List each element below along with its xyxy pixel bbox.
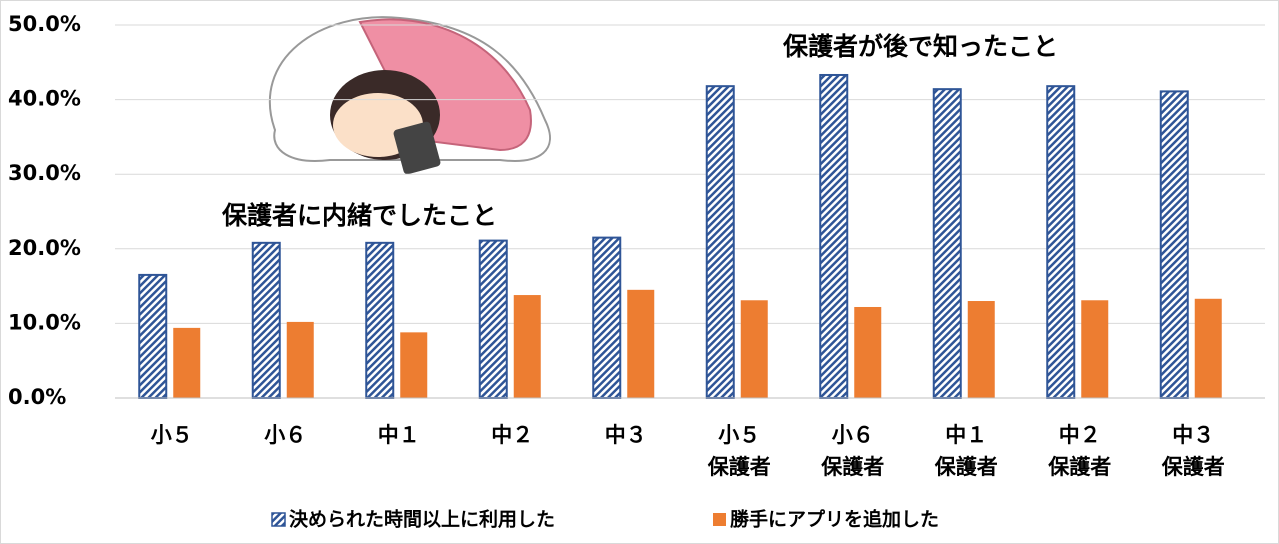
bar	[1195, 299, 1222, 398]
bar	[707, 86, 734, 398]
bar	[514, 295, 541, 398]
x-tick-label: 保護者	[1047, 455, 1111, 479]
x-tick-label: 中１	[945, 423, 987, 447]
y-tick-label: 50.0%	[8, 12, 81, 36]
bar	[741, 300, 768, 398]
bar	[854, 307, 881, 398]
x-tick-label: 保護者	[934, 455, 998, 479]
y-tick-label: 20.0%	[8, 236, 81, 260]
bar	[173, 328, 200, 398]
y-tick-label: 10.0%	[8, 310, 81, 334]
x-tick-label: 小６	[264, 423, 306, 447]
x-tick-label: 中１	[378, 423, 420, 447]
y-tick-label: 30.0%	[8, 161, 81, 185]
chart: 0.0% 10.0% 20.0% 30.0% 40.0% 50.0% 小５ 小６ 中１ 中２ 中３ 小…	[0, 0, 1279, 544]
annotation: 保護者が後で知ったこと	[782, 32, 1058, 61]
bar	[287, 322, 314, 398]
x-tick-label: 中３	[1172, 423, 1214, 447]
bar	[1047, 86, 1074, 398]
x-tick-label: 小６	[832, 423, 874, 447]
bar	[627, 290, 654, 398]
bar	[400, 332, 427, 398]
annotation: 保護者に内緒でしたこと	[221, 201, 497, 230]
bar	[934, 89, 961, 398]
bar	[1161, 91, 1188, 398]
x-tick-label: 保護者	[1161, 455, 1225, 479]
bar	[366, 243, 393, 398]
bar	[968, 301, 995, 398]
bar	[253, 243, 280, 398]
y-tick-label: 40.0%	[8, 87, 81, 111]
x-tick-label: 保護者	[820, 455, 884, 479]
x-tick-label: 保護者	[707, 455, 771, 479]
y-tick-label: 0.0%	[8, 385, 66, 409]
legend-label: 勝手にアプリを追加した	[730, 508, 939, 531]
bar	[139, 275, 166, 398]
bar	[480, 241, 507, 398]
x-tick-label: 中３	[605, 423, 647, 447]
x-tick-label: 中２	[491, 423, 533, 447]
legend-swatch	[272, 513, 285, 526]
x-tick-label: 小５	[718, 423, 760, 447]
x-tick-label: 小５	[151, 423, 193, 447]
x-tick-label: 中２	[1059, 423, 1101, 447]
legend-swatch	[713, 513, 726, 526]
legend-label: 決められた時間以上に利用した	[289, 509, 555, 531]
bar	[820, 75, 847, 398]
bar	[593, 238, 620, 398]
bar	[1081, 300, 1108, 398]
